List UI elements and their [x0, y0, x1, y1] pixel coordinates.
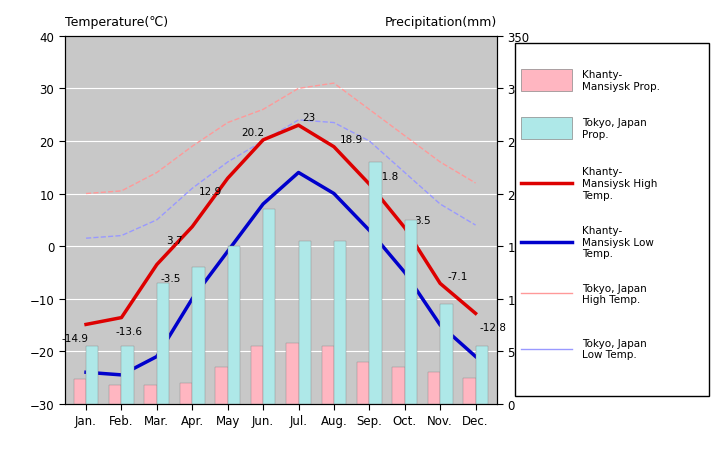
- Bar: [180, 383, 192, 404]
- Bar: [475, 346, 488, 404]
- Text: Khanty-
Mansiysk High
Temp.: Khanty- Mansiysk High Temp.: [582, 167, 657, 200]
- FancyBboxPatch shape: [521, 118, 572, 140]
- Bar: [263, 210, 276, 404]
- FancyBboxPatch shape: [516, 44, 708, 397]
- FancyBboxPatch shape: [521, 70, 572, 92]
- Text: -13.6: -13.6: [115, 326, 142, 336]
- Bar: [322, 346, 334, 404]
- Bar: [145, 385, 157, 404]
- Text: 12.9: 12.9: [198, 187, 222, 197]
- Bar: [122, 346, 134, 404]
- Bar: [428, 372, 440, 404]
- Bar: [109, 385, 122, 404]
- Text: 23: 23: [302, 113, 316, 123]
- Text: 11.8: 11.8: [375, 172, 399, 182]
- Text: Khanty-
Mansiysk Prop.: Khanty- Mansiysk Prop.: [582, 70, 660, 91]
- Bar: [334, 241, 346, 404]
- Text: Precipitation(mm): Precipitation(mm): [384, 17, 497, 29]
- Bar: [392, 367, 405, 404]
- Text: 3.7: 3.7: [166, 235, 183, 245]
- Bar: [357, 362, 369, 404]
- Bar: [440, 304, 453, 404]
- Bar: [251, 346, 263, 404]
- Bar: [215, 367, 228, 404]
- Bar: [299, 241, 311, 404]
- Text: -14.9: -14.9: [62, 333, 89, 343]
- Bar: [192, 268, 204, 404]
- Bar: [286, 343, 299, 404]
- Text: -3.5: -3.5: [161, 273, 181, 283]
- Bar: [405, 220, 417, 404]
- Bar: [86, 346, 99, 404]
- Text: -12.8: -12.8: [480, 322, 507, 332]
- Bar: [73, 379, 86, 404]
- Text: Temperature(℃): Temperature(℃): [65, 17, 168, 29]
- Bar: [369, 162, 382, 404]
- Text: Tokyo, Japan
Prop.: Tokyo, Japan Prop.: [582, 118, 647, 139]
- Bar: [228, 246, 240, 404]
- Text: Tokyo, Japan
High Temp.: Tokyo, Japan High Temp.: [582, 283, 647, 304]
- Bar: [463, 378, 475, 404]
- Text: 20.2: 20.2: [241, 128, 264, 138]
- Text: 18.9: 18.9: [340, 134, 364, 145]
- Text: -7.1: -7.1: [448, 271, 468, 281]
- Text: Tokyo, Japan
Low Temp.: Tokyo, Japan Low Temp.: [582, 338, 647, 359]
- Text: 3.5: 3.5: [414, 215, 431, 225]
- Text: Khanty-
Mansiysk Low
Temp.: Khanty- Mansiysk Low Temp.: [582, 226, 654, 259]
- Bar: [157, 283, 169, 404]
